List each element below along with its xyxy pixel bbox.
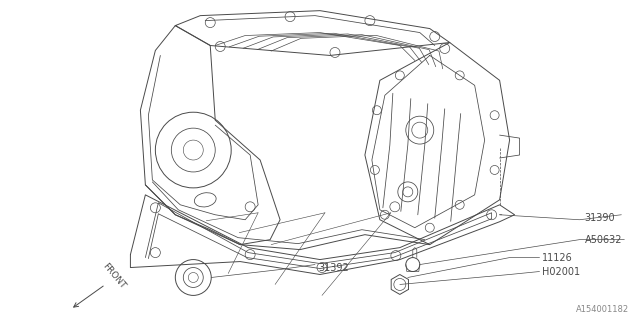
Text: 11126: 11126 [541, 252, 572, 263]
Text: A50632: A50632 [584, 235, 622, 245]
Text: 31392: 31392 [318, 262, 349, 273]
Text: A154001182: A154001182 [576, 305, 629, 314]
Text: 31390: 31390 [584, 213, 615, 223]
Text: H02001: H02001 [541, 267, 580, 276]
Text: FRONT: FRONT [100, 262, 127, 291]
